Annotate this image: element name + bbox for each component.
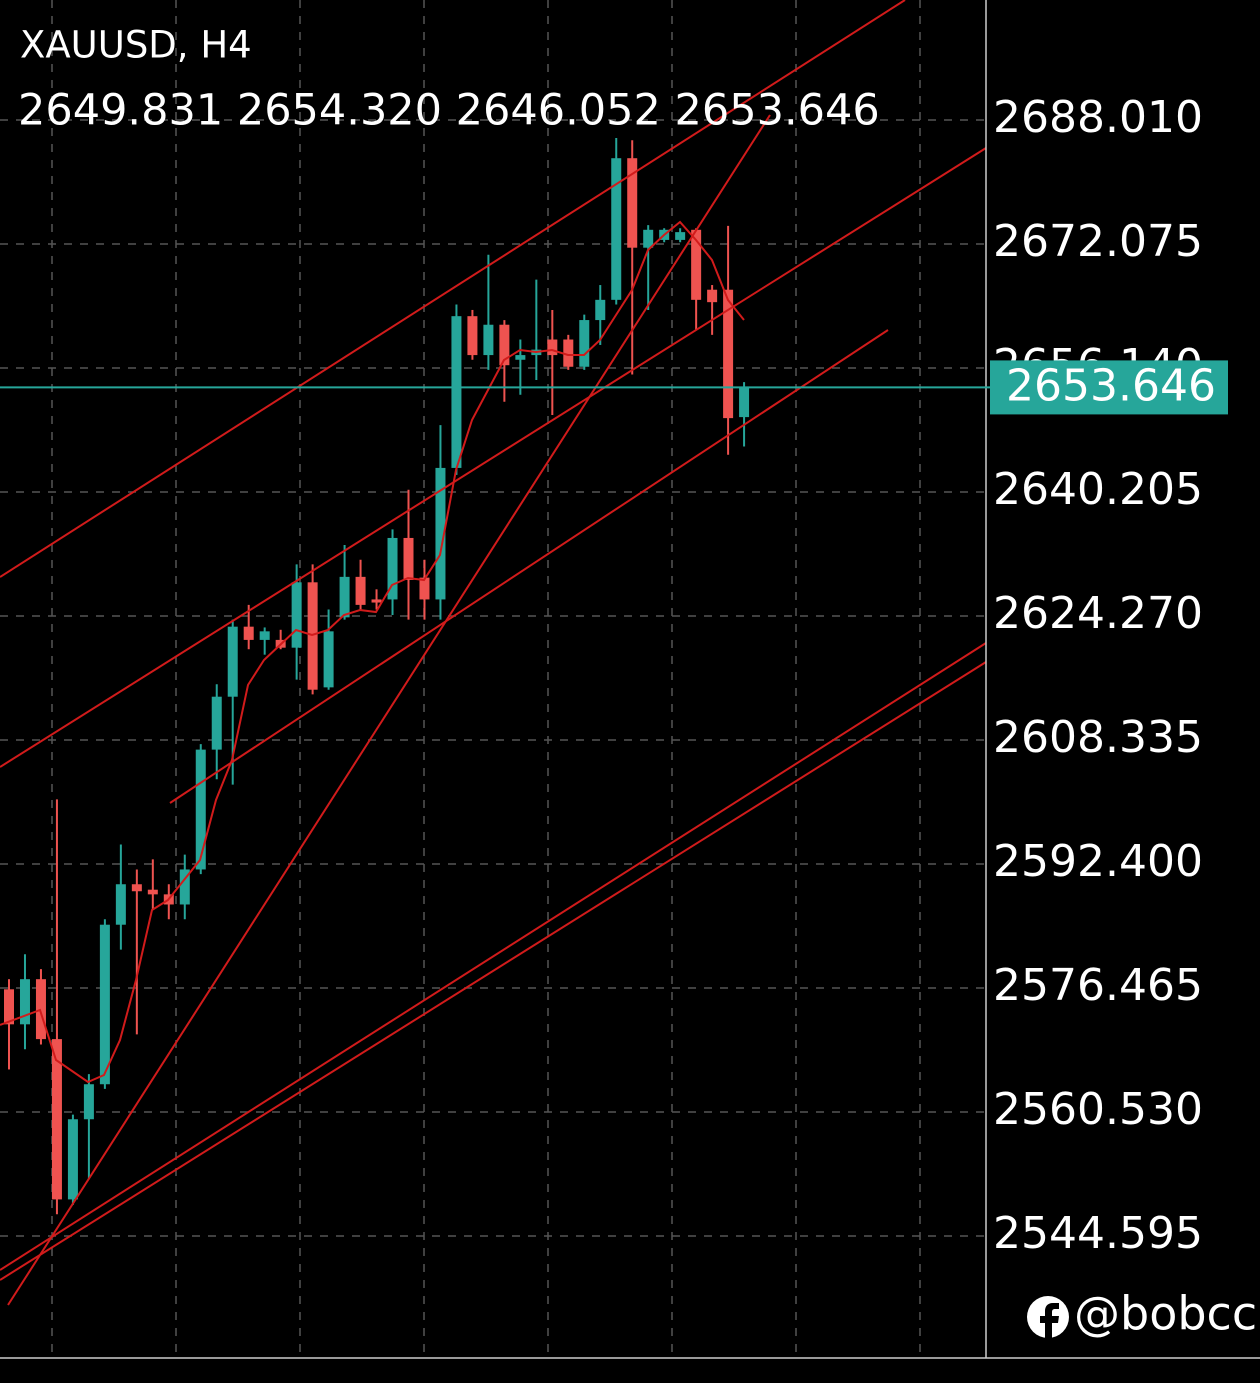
y-tick-label: 2608.335 [993, 712, 1203, 763]
candle-body [67, 1119, 78, 1200]
candle-body [403, 537, 414, 580]
candle-body [547, 339, 558, 356]
candle-body [611, 158, 622, 300]
candle-body [355, 576, 366, 605]
candle-body [627, 158, 638, 248]
y-tick-label: 2672.075 [993, 216, 1203, 267]
candle-body [99, 924, 110, 1085]
candle-body [339, 576, 350, 618]
price-label-box [990, 360, 1228, 415]
watermark-text: @bobcc [1074, 1287, 1257, 1341]
y-tick-label: 2544.595 [993, 1208, 1203, 1259]
candle-body [51, 1039, 62, 1200]
candle-body [115, 884, 126, 925]
candle-body [243, 626, 254, 640]
candle-body [691, 229, 702, 300]
candle-body [4, 989, 14, 1025]
ohlc-header: 2649.831 2654.320 2646.052 2653.646 [18, 86, 880, 136]
candle-body [579, 320, 590, 367]
candle-body [179, 869, 190, 905]
candle-body [451, 316, 462, 468]
trendlines [0, 0, 987, 1306]
candle-body [131, 884, 142, 892]
candle-body [419, 577, 430, 600]
candle-body [195, 749, 206, 870]
candle-body [643, 229, 654, 248]
candle-body [259, 631, 270, 640]
y-tick-label: 2640.205 [993, 464, 1203, 515]
candle-body [499, 324, 510, 366]
candle-body [563, 339, 574, 367]
candle-body [387, 537, 398, 600]
candle-body [291, 582, 302, 648]
candle-body [371, 599, 382, 603]
candle-body [227, 626, 238, 697]
candles [4, 137, 750, 1215]
candle-body [35, 979, 46, 1040]
price-axis: 2688.0102672.0752656.1402640.2052624.270… [993, 92, 1203, 1259]
y-tick-label: 2688.010 [993, 92, 1203, 143]
horizontal-grid [0, 119, 986, 1237]
candle-body [323, 631, 334, 688]
y-tick-label: 2560.530 [993, 1084, 1203, 1135]
candle-body [595, 299, 606, 321]
candle-body [515, 355, 526, 360]
candle-body [723, 289, 734, 419]
candle-body [435, 467, 446, 600]
watermark: @bobcc [1027, 1287, 1257, 1341]
y-tick-label: 2624.270 [993, 588, 1203, 639]
y-tick-label: 2576.465 [993, 960, 1203, 1011]
chart-title: XAUUSD, H4 [20, 24, 252, 67]
candle-body [83, 1084, 94, 1120]
candle-body [147, 889, 158, 895]
candle-body [19, 979, 30, 1025]
candle-body [483, 324, 494, 356]
current-price: 2653.646 [0, 360, 1228, 415]
candle-body [739, 387, 750, 418]
y-tick-label: 2592.400 [993, 836, 1203, 887]
candle-body [675, 232, 686, 240]
price-label: 2653.646 [1006, 360, 1216, 411]
candle-body [467, 316, 478, 356]
candle-body [307, 582, 318, 690]
vertical-grid [51, 0, 921, 1358]
candle-body [211, 696, 222, 750]
candle-body [707, 289, 718, 303]
